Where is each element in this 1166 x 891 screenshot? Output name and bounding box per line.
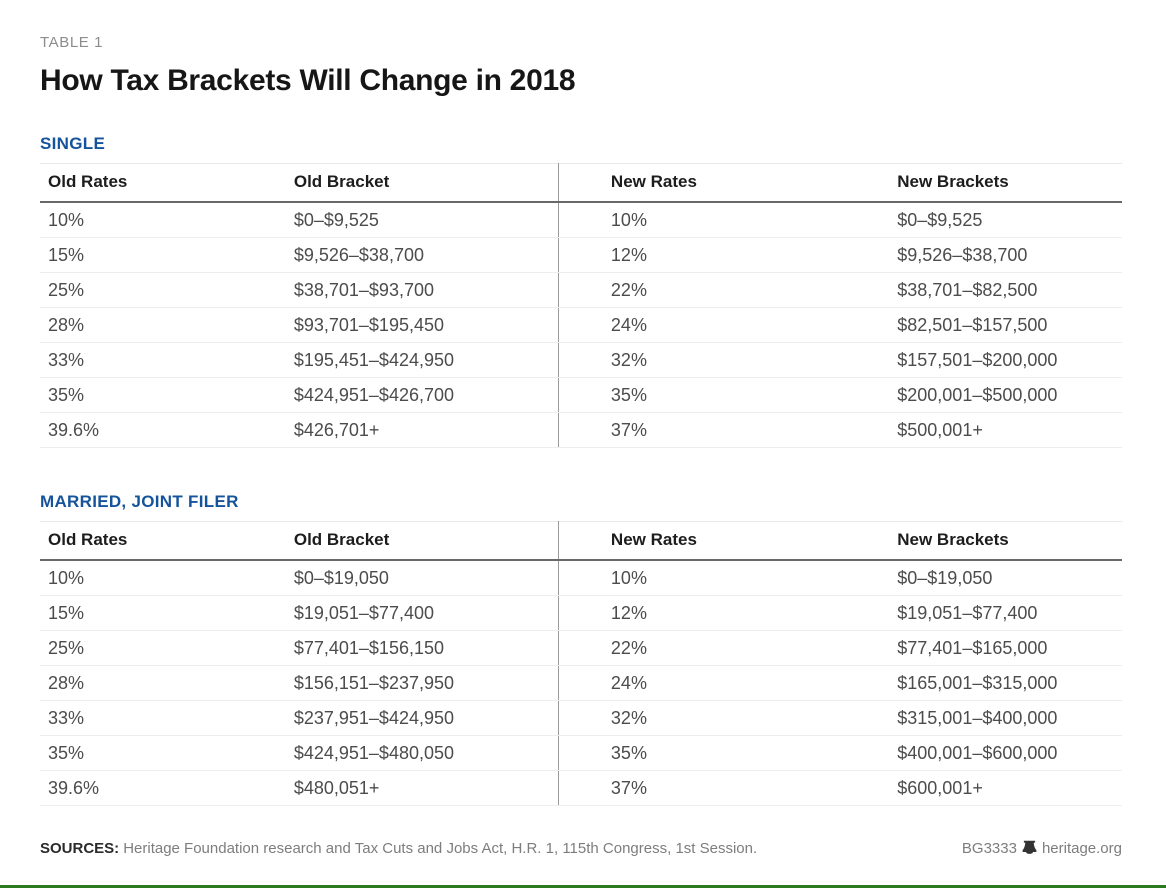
table-cell: $426,701+	[285, 412, 559, 448]
table-row: 33% $195,451–$424,950 32% $157,501–$200,000	[40, 342, 1122, 378]
table-cell: $38,701–$82,500	[889, 272, 1122, 308]
report-id: BG3333	[961, 839, 1017, 857]
table-cell: $9,526–$38,700	[285, 237, 559, 273]
table-cell: 10%	[40, 560, 286, 596]
table-cell: 37%	[557, 412, 890, 448]
table-cell: 12%	[557, 237, 890, 273]
column-header: Old Bracket	[285, 163, 559, 203]
section-label-single: SINGLE	[40, 134, 106, 153]
page-title: How Tax Brackets Will Change in 2018	[40, 64, 576, 97]
table-cell: 32%	[557, 700, 890, 736]
table-row: 15% $9,526–$38,700 12% $9,526–$38,700	[40, 237, 1122, 273]
table-cell: $156,151–$237,950	[285, 665, 559, 701]
table-cell: 12%	[557, 595, 890, 631]
table-row: 25% $77,401–$156,150 22% $77,401–$165,000	[40, 630, 1122, 666]
table-cell: $480,051+	[285, 770, 559, 806]
bottom-accent-bar	[0, 885, 1166, 888]
table-cell: $200,001–$500,000	[889, 377, 1122, 413]
column-header: Old Rates	[40, 163, 286, 203]
table-cell: $0–$9,525	[889, 202, 1122, 238]
table-cell: 28%	[40, 307, 286, 343]
figure-footer: SOURCES: Heritage Foundation research and…	[40, 839, 1122, 857]
table-row: 10% $0–$9,525 10% $0–$9,525	[40, 202, 1122, 238]
table-cell: $500,001+	[889, 412, 1122, 448]
table-row: 28% $156,151–$237,950 24% $165,001–$315,000	[40, 665, 1122, 701]
table-cell: 25%	[40, 630, 286, 666]
table-cell: 25%	[40, 272, 286, 308]
table-cell: $19,051–$77,400	[889, 595, 1122, 631]
table-row: 28% $93,701–$195,450 24% $82,501–$157,500	[40, 307, 1122, 343]
column-header: Old Bracket	[285, 521, 559, 561]
table-row: 10% $0–$19,050 10% $0–$19,050	[40, 560, 1122, 596]
table-kicker: TABLE 1	[40, 34, 104, 51]
table-cell: 35%	[40, 377, 286, 413]
table-cell: $77,401–$156,150	[285, 630, 559, 666]
section-married: MARRIED, JOINT FILER Old Rates Old Bracke…	[40, 492, 1122, 806]
table-cell: 10%	[557, 202, 890, 238]
table-cell: $400,001–$600,000	[889, 735, 1122, 771]
table-cell: $93,701–$195,450	[285, 307, 559, 343]
header-row: Old Rates Old Bracket New Rates New Bracket…	[40, 521, 1122, 561]
site-link: heritage.org	[1041, 839, 1122, 857]
table-cell: 10%	[557, 560, 890, 596]
table-cell: 15%	[40, 237, 286, 273]
table-row: 39.6% $480,051+ 37% $600,001+	[40, 770, 1122, 806]
table-cell: $424,951–$426,700	[285, 377, 559, 413]
table-cell: $19,051–$77,400	[285, 595, 559, 631]
table-cell: $237,951–$424,950	[285, 700, 559, 736]
column-header: Old Rates	[40, 521, 286, 561]
table-cell: 28%	[40, 665, 286, 701]
table-cell: 32%	[557, 342, 890, 378]
table-cell: $0–$9,525	[285, 202, 559, 238]
table-row: 25% $38,701–$93,700 22% $38,701–$82,500	[40, 272, 1122, 308]
table-cell: $600,001+	[889, 770, 1122, 806]
table-cell: $424,951–$480,050	[285, 735, 559, 771]
table-cell: $157,501–$200,000	[889, 342, 1122, 378]
table-row: 15% $19,051–$77,400 12% $19,051–$77,400	[40, 595, 1122, 631]
figure-content: TABLE 1 How Tax Brackets Will Change in …	[40, 34, 1122, 857]
table-cell: 15%	[40, 595, 286, 631]
table-row: 39.6% $426,701+ 37% $500,001+	[40, 412, 1122, 448]
table-row: 35% $424,951–$426,700 35% $200,001–$500,000	[40, 377, 1122, 413]
table-cell: 35%	[557, 735, 890, 771]
section-single: SINGLE Old Rates Old Bracket New Rates New …	[40, 134, 1122, 448]
table-cell: 24%	[557, 307, 890, 343]
section-label-married: MARRIED, JOINT FILER	[40, 492, 239, 511]
table-cell: $0–$19,050	[889, 560, 1122, 596]
table-cell: 35%	[557, 377, 890, 413]
table-cell: 35%	[40, 735, 286, 771]
table-cell: 10%	[40, 202, 286, 238]
table-cell: $315,001–$400,000	[889, 700, 1122, 736]
sources-line: SOURCES: Heritage Foundation research and…	[40, 840, 757, 857]
table-cell: 24%	[557, 665, 890, 701]
sources-text: Heritage Foundation research and Tax Cut…	[123, 839, 758, 857]
credit-line: BG3333 heritage.org	[962, 839, 1122, 857]
header-row: Old Rates Old Bracket New Rates New Bracket…	[40, 163, 1122, 203]
table-cell: 33%	[40, 700, 286, 736]
table-cell: 39.6%	[40, 770, 286, 806]
column-header: New Rates	[557, 163, 890, 203]
table-cell: $9,526–$38,700	[889, 237, 1122, 273]
table-cell: $195,451–$424,950	[285, 342, 559, 378]
column-header: New Rates	[557, 521, 890, 561]
table-cell: $0–$19,050	[285, 560, 559, 596]
table-cell: 37%	[557, 770, 890, 806]
table-row: 35% $424,951–$480,050 35% $400,001–$600,000	[40, 735, 1122, 771]
liberty-bell-icon	[1022, 840, 1037, 858]
table-cell: 39.6%	[40, 412, 286, 448]
table-cell: 22%	[557, 630, 890, 666]
column-header: New Brackets	[889, 163, 1122, 203]
table-row: 33% $237,951–$424,950 32% $315,001–$400,000	[40, 700, 1122, 736]
table-cell: $77,401–$165,000	[889, 630, 1122, 666]
table-cell: $82,501–$157,500	[889, 307, 1122, 343]
table-cell: 33%	[40, 342, 286, 378]
tax-table-single: Old Rates Old Bracket New Rates New Bracket…	[40, 163, 1122, 448]
sources-label: SOURCES:	[40, 839, 120, 857]
table-cell: $38,701–$93,700	[285, 272, 559, 308]
table-cell: $165,001–$315,000	[889, 665, 1122, 701]
tax-table-married: Old Rates Old Bracket New Rates New Bracket…	[40, 521, 1122, 806]
column-header: New Brackets	[889, 521, 1122, 561]
table-cell: 22%	[557, 272, 890, 308]
